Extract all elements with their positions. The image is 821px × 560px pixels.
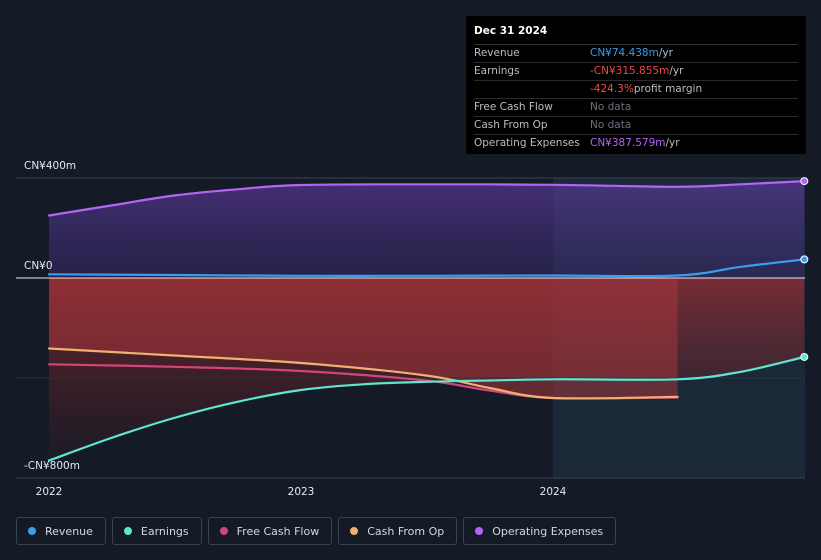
legend-item-operating-expenses[interactable]: Operating Expenses (463, 517, 617, 545)
legend-label: Cash From Op (367, 524, 445, 538)
cash-from-op-area (49, 278, 678, 399)
legend-dot-icon (475, 527, 484, 535)
y-axis-label-bottom: -CN¥800m (24, 460, 80, 472)
opex-area (49, 181, 805, 278)
tooltip-label: Free Cash Flow (474, 101, 553, 113)
series-endpoint-revenue (800, 255, 809, 264)
tooltip-unit: /yr (665, 137, 680, 149)
tooltip-row: Revenue CN¥74.438m /yr (474, 45, 798, 63)
legend-label: Revenue (45, 524, 93, 538)
tooltip-label (474, 81, 590, 98)
series-lines (47, 177, 809, 462)
tooltip-label: Cash From Op (474, 119, 548, 131)
legend-item-revenue[interactable]: Revenue (16, 517, 106, 545)
tooltip-unit: /yr (658, 47, 673, 59)
legend-label: Earnings (140, 524, 189, 538)
y-axis-label-top: CN¥400m (24, 160, 77, 172)
series-line-revenue (47, 258, 806, 278)
tooltip-label: Operating Expenses (474, 137, 580, 149)
tooltip-unit: /yr (669, 65, 684, 77)
series-line-cash-from-op (47, 347, 679, 400)
series-line-earnings (47, 355, 806, 462)
legend-dot-icon (123, 527, 132, 535)
series-line-operating-expenses (47, 180, 806, 217)
legend-item-free-cash-flow[interactable]: Free Cash Flow (207, 517, 333, 545)
tooltip-label: Earnings (474, 65, 520, 77)
tooltip-value: -424.3% (590, 83, 634, 95)
tooltip-row: Free Cash Flow No data (474, 99, 798, 117)
legend-dot-icon (28, 527, 36, 535)
series-endpoint-operating-expenses (800, 177, 809, 186)
tooltip-row: Operating Expenses CN¥387.579m /yr (474, 135, 798, 152)
x-tick-label: 2022 (35, 486, 63, 498)
series-fills (49, 181, 805, 461)
tooltip-row: Earnings -CN¥315.855m /yr (474, 63, 798, 81)
tooltip-value: -CN¥315.855m (590, 65, 670, 77)
x-tick-label: 2024 (539, 486, 567, 498)
legend-label: Free Cash Flow (236, 524, 320, 538)
tooltip-date: Dec 31 2024 (474, 22, 798, 45)
tooltip-value: CN¥74.438m (590, 47, 659, 59)
tooltip-row: Cash From Op No data (474, 117, 798, 135)
x-tick-label: 2023 (287, 486, 315, 498)
tooltip-label: Revenue (474, 47, 520, 59)
tooltip: Dec 31 2024 Revenue CN¥74.438m /yr Earning… (466, 16, 806, 154)
tooltip-value: No data (590, 119, 632, 131)
legend-item-cash-from-op[interactable]: Cash From Op (338, 517, 458, 545)
legend-item-earnings[interactable]: Earnings (111, 517, 202, 545)
tooltip-row: -424.3% profit margin (474, 81, 798, 99)
legend-dot-icon (350, 527, 359, 535)
tooltip-value: CN¥387.579m (590, 137, 666, 149)
tooltip-unit: profit margin (633, 83, 703, 95)
series-endpoint-earnings (800, 352, 809, 361)
legend-dot-icon (219, 527, 228, 535)
tooltip-value: No data (590, 101, 632, 113)
legend: Revenue Earnings Free Cash Flow Cash From O… (16, 517, 617, 545)
legend-label: Operating Expenses (492, 524, 604, 538)
y-axis-label-zero: CN¥0 (24, 260, 53, 272)
